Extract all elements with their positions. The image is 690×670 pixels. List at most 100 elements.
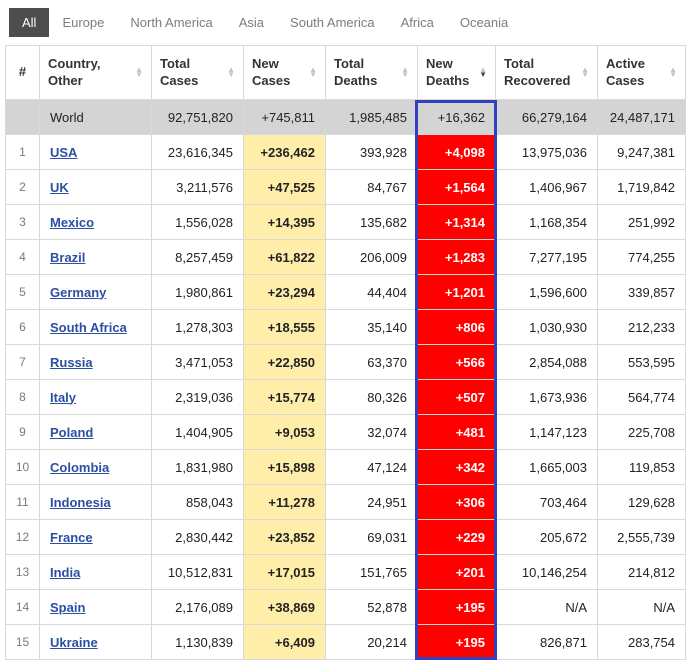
sort-icon[interactable]: ▲ ▼ [135, 65, 143, 79]
table-row: 13 India 10,512,831 +17,015 151,765 +201… [5, 554, 686, 590]
rank-cell: 14 [5, 589, 40, 625]
sort-icon[interactable]: ▲ ▼ [669, 65, 677, 79]
covid-table-wrap: # Country, Other ▲ ▼ Total Cases ▲ ▼ New C… [5, 45, 686, 660]
country-cell: Italy [39, 379, 152, 415]
total-deaths-cell: 52,878 [325, 589, 418, 625]
country-cell: Poland [39, 414, 152, 450]
country-link[interactable]: France [50, 529, 93, 545]
rank-cell: 4 [5, 239, 40, 275]
covid-table: # Country, Other ▲ ▼ Total Cases ▲ ▼ New C… [5, 45, 686, 660]
total-recovered-cell: 1,665,003 [495, 449, 598, 485]
header-active-cases[interactable]: Active Cases ▲ ▼ [597, 45, 686, 100]
table-row: 7 Russia 3,471,053 +22,850 63,370 +566 2… [5, 344, 686, 380]
total-recovered-cell: 1,147,123 [495, 414, 598, 450]
new-deaths-cell: +195 [417, 589, 496, 625]
new-cases-cell: +22,850 [243, 344, 326, 380]
active-cases-cell: 212,233 [597, 309, 686, 345]
sort-icon[interactable]: ▲ ▼ [401, 65, 409, 79]
new-cases-cell: +15,774 [243, 379, 326, 415]
country-cell: France [39, 519, 152, 555]
country-link[interactable]: Mexico [50, 214, 95, 230]
sort-icon[interactable]: ▲ ▼ [309, 65, 317, 79]
tab-africa[interactable]: Africa [400, 15, 434, 30]
country-link[interactable]: Colombia [50, 459, 110, 475]
table-row: 3 Mexico 1,556,028 +14,395 135,682 +1,31… [5, 204, 686, 240]
total-deaths-cell: 151,765 [325, 554, 418, 590]
table-row: 15 Ukraine 1,130,839 +6,409 20,214 +195 … [5, 624, 686, 660]
header-new-deaths[interactable]: New Deaths ▲ ▼ [417, 45, 496, 100]
header-new-cases[interactable]: New Cases ▲ ▼ [243, 45, 326, 100]
rank-cell: 3 [5, 204, 40, 240]
country-cell: UK [39, 169, 152, 205]
tab-all[interactable]: All [9, 8, 50, 37]
tab-europe[interactable]: Europe [62, 15, 105, 30]
new-cases-cell: +14,395 [243, 204, 326, 240]
active-cases-cell: 119,853 [597, 449, 686, 485]
new-cases-cell: +38,869 [243, 589, 326, 625]
sort-icon[interactable]: ▲ ▼ [581, 65, 589, 79]
country-link[interactable]: Italy [50, 389, 77, 405]
new-cases-cell: +11,278 [243, 484, 326, 520]
header-country[interactable]: Country, Other ▲ ▼ [39, 45, 152, 100]
country-link[interactable]: Indonesia [50, 494, 111, 510]
rank-cell: 2 [5, 169, 40, 205]
new-cases-cell: +23,294 [243, 274, 326, 310]
header-total-recovered[interactable]: Total Recovered ▲ ▼ [495, 45, 598, 100]
total-cases-cell: 1,278,303 [151, 309, 244, 345]
country-cell: Colombia [39, 449, 152, 485]
country-cell: Brazil [39, 239, 152, 275]
table-row: 9 Poland 1,404,905 +9,053 32,074 +481 1,… [5, 414, 686, 450]
country-link[interactable]: India [50, 564, 81, 580]
country-link[interactable]: Brazil [50, 249, 86, 265]
table-row: 8 Italy 2,319,036 +15,774 80,326 +507 1,… [5, 379, 686, 415]
new-deaths-cell: +1,283 [417, 239, 496, 275]
country-link[interactable]: Poland [50, 424, 94, 440]
country-link[interactable]: South Africa [50, 319, 127, 335]
tab-oceania[interactable]: Oceania [459, 15, 509, 30]
country-link[interactable]: USA [50, 144, 78, 160]
country-link[interactable]: UK [50, 179, 69, 195]
rank-cell: 12 [5, 519, 40, 555]
table-body: World 92,751,820 +745,811 1,985,485 +16,… [5, 99, 686, 660]
country-link[interactable]: Russia [50, 354, 93, 370]
total-cases-cell: 858,043 [151, 484, 244, 520]
total-recovered-cell: 826,871 [495, 624, 598, 660]
sort-icon[interactable]: ▲ ▼ [227, 65, 235, 79]
total-cases-cell: 23,616,345 [151, 134, 244, 170]
tab-north-america[interactable]: North America [130, 15, 213, 30]
active-cases-cell: 225,708 [597, 414, 686, 450]
active-cases-cell: 564,774 [597, 379, 686, 415]
country-link[interactable]: Ukraine [50, 634, 98, 650]
total-deaths-cell: 1,985,485 [325, 99, 418, 135]
rank-cell: 10 [5, 449, 40, 485]
new-cases-cell: +9,053 [243, 414, 326, 450]
total-deaths-cell: 24,951 [325, 484, 418, 520]
header-rank: # [5, 45, 40, 100]
total-cases-cell: 1,980,861 [151, 274, 244, 310]
rank-cell: 8 [5, 379, 40, 415]
new-cases-cell: +6,409 [243, 624, 326, 660]
active-cases-cell: 251,992 [597, 204, 686, 240]
rank-cell [5, 99, 40, 135]
active-cases-cell: 214,812 [597, 554, 686, 590]
new-cases-cell: +47,525 [243, 169, 326, 205]
table-row: 4 Brazil 8,257,459 +61,822 206,009 +1,28… [5, 239, 686, 275]
header-total-deaths[interactable]: Total Deaths ▲ ▼ [325, 45, 418, 100]
country-cell: Mexico [39, 204, 152, 240]
country-link[interactable]: Spain [50, 599, 86, 615]
sort-desc-icon[interactable]: ▲ ▼ [479, 65, 487, 79]
tab-south-america[interactable]: South America [290, 15, 375, 30]
total-deaths-cell: 80,326 [325, 379, 418, 415]
active-cases-cell: N/A [597, 589, 686, 625]
active-cases-cell: 129,628 [597, 484, 686, 520]
table-row: 11 Indonesia 858,043 +11,278 24,951 +306… [5, 484, 686, 520]
rank-cell: 11 [5, 484, 40, 520]
new-cases-cell: +61,822 [243, 239, 326, 275]
header-total-cases[interactable]: Total Cases ▲ ▼ [151, 45, 244, 100]
total-cases-cell: 3,211,576 [151, 169, 244, 205]
country-link[interactable]: Germany [50, 284, 107, 300]
new-deaths-cell: +507 [417, 379, 496, 415]
tab-asia[interactable]: Asia [238, 15, 265, 30]
rank-cell: 1 [5, 134, 40, 170]
